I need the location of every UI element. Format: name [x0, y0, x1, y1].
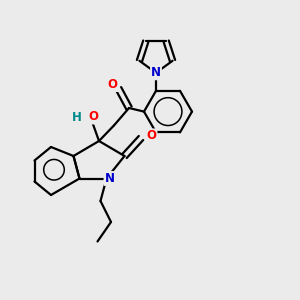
Text: N: N — [104, 172, 115, 185]
Text: O: O — [107, 78, 118, 91]
Text: H: H — [72, 111, 81, 124]
Text: N: N — [151, 66, 161, 79]
Text: O: O — [88, 110, 98, 124]
Text: O: O — [146, 129, 157, 142]
